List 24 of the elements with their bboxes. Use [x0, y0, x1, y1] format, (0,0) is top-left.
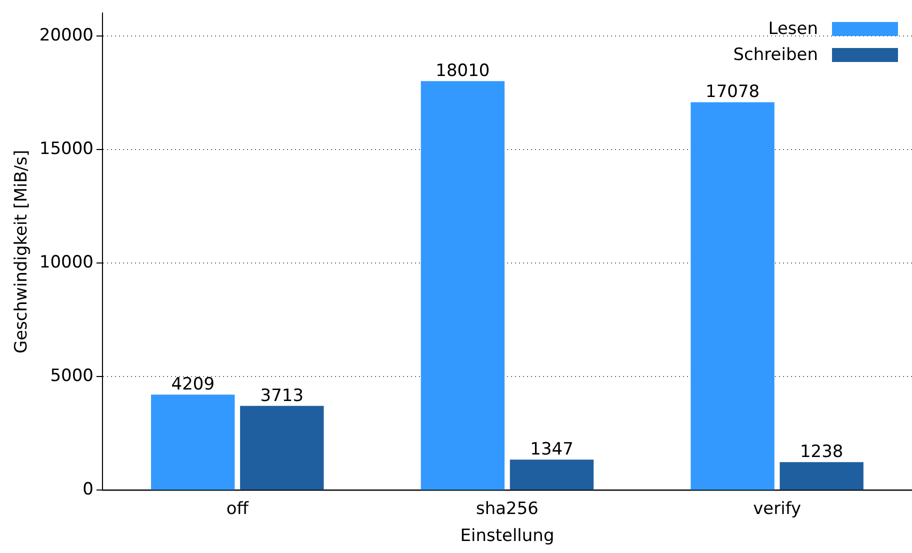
y-tick-label: 0	[82, 480, 94, 500]
y-tick-label: 10000	[39, 252, 94, 272]
x-axis-title: Einstellung	[460, 526, 554, 546]
bar	[510, 460, 594, 490]
y-tick-label: 5000	[50, 366, 94, 386]
data-label: 3713	[260, 386, 304, 406]
bar	[780, 462, 864, 490]
x-tick-label: off	[226, 498, 250, 519]
y-axis-title: Geschwindigkeit [MiB/s]	[12, 150, 32, 354]
x-tick-label: sha256	[476, 498, 538, 519]
data-label: 17078	[706, 82, 760, 102]
y-tick-label: 20000	[39, 25, 94, 46]
bar	[690, 102, 774, 490]
data-label: 1238	[800, 442, 844, 462]
bar	[151, 394, 235, 490]
legend-label: Schreiben	[733, 45, 818, 65]
legend-label: Lesen	[768, 19, 818, 39]
y-tick-label: 15000	[39, 138, 94, 159]
data-label: 4209	[171, 374, 215, 395]
data-label: 18010	[436, 61, 490, 82]
x-tick-label: verify	[753, 498, 802, 519]
bar	[240, 406, 324, 490]
bar	[420, 81, 505, 490]
data-label: 1347	[530, 440, 574, 460]
